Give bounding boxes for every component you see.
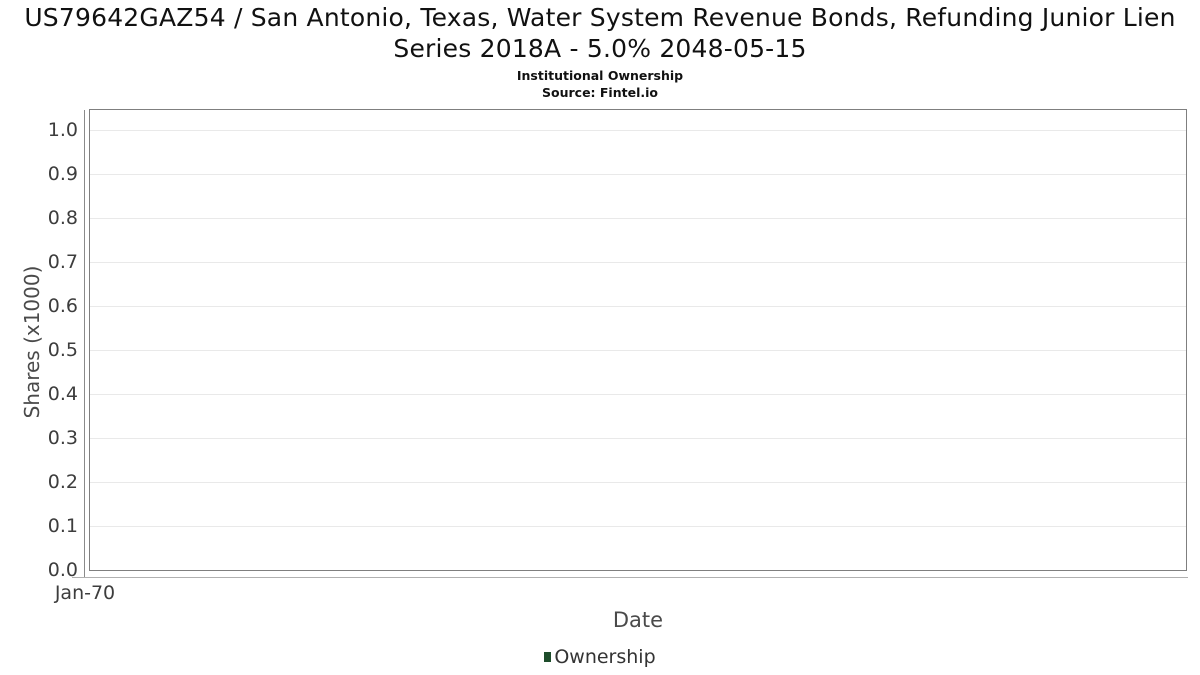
y-tick-label-0.8: 0.8 <box>47 207 78 229</box>
plot-area <box>89 109 1187 571</box>
chart-source: Source: Fintel.io <box>542 85 658 100</box>
gridline-y-0.5 <box>90 350 1186 351</box>
y-axis-line <box>84 110 85 578</box>
gridline-y-0.8 <box>90 218 1186 219</box>
x-axis-tick-label: Jan-70 <box>54 582 116 604</box>
y-tick-label-0.6: 0.6 <box>47 295 78 317</box>
gridline-y-0.4 <box>90 394 1186 395</box>
y-axis-title: Shares (x1000) <box>20 265 44 419</box>
y-tick-label-0.2: 0.2 <box>47 471 78 493</box>
gridline-y-0.3 <box>90 438 1186 439</box>
gridline-y-0.7 <box>90 262 1186 263</box>
legend-marker-ownership <box>544 652 552 662</box>
y-tick-label-0.0: 0.0 <box>47 559 78 581</box>
gridline-y-0.2 <box>90 482 1186 483</box>
x-axis-title: Date <box>612 608 664 632</box>
x-axis-line <box>72 577 1188 578</box>
chart-title: US79642GAZ54 / San Antonio, Texas, Water… <box>24 3 1176 63</box>
y-tick-label-0.5: 0.5 <box>47 339 78 361</box>
y-tick-label-0.4: 0.4 <box>47 383 78 405</box>
y-tick-label-0.1: 0.1 <box>47 515 78 537</box>
legend: Ownership <box>0 646 1200 668</box>
gridline-y-0.6 <box>90 306 1186 307</box>
gridline-y-1.0 <box>90 130 1186 131</box>
chart-subtitle: Institutional Ownership <box>516 68 684 83</box>
gridline-y-0.9 <box>90 174 1186 175</box>
y-tick-label-0.7: 0.7 <box>47 251 78 273</box>
legend-label-ownership: Ownership <box>554 646 656 668</box>
gridline-y-0.1 <box>90 526 1186 527</box>
y-tick-label-1.0: 1.0 <box>47 119 78 141</box>
y-tick-label-0.9: 0.9 <box>47 163 78 185</box>
y-tick-label-0.3: 0.3 <box>47 427 78 449</box>
